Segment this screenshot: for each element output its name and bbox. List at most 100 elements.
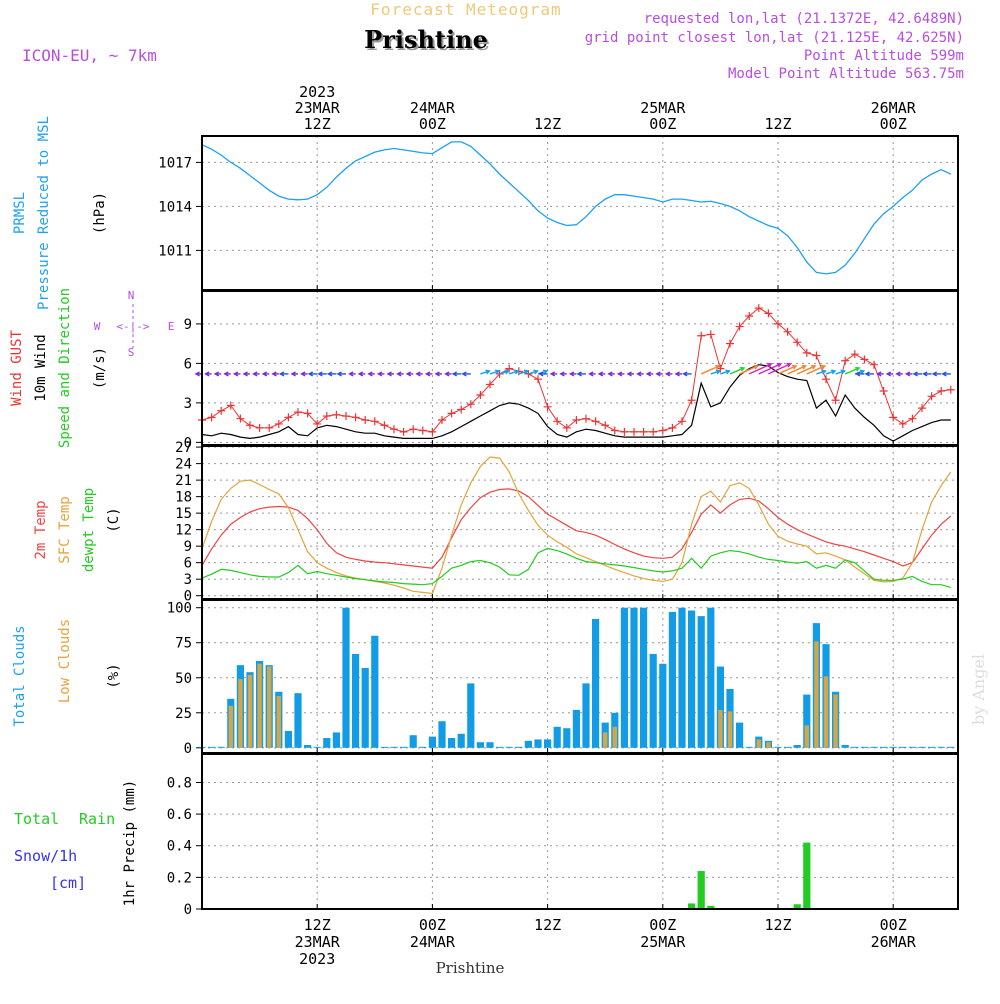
wind-arrow (816, 369, 827, 375)
gust-marker (658, 426, 667, 435)
wind-arrow (278, 371, 289, 377)
pressure-line (201, 141, 952, 275)
gust-marker (668, 423, 677, 432)
model-label: ICON-EU, ~ 7km (22, 46, 157, 65)
wind-arrow-shaft (499, 370, 509, 375)
wind-arrow-head (885, 371, 892, 377)
gust-marker (505, 364, 514, 373)
wind-arrow-shaft (816, 370, 826, 375)
total-cloud-bar (294, 693, 302, 748)
gust-marker (706, 330, 715, 339)
ytick-label: 6 (184, 356, 192, 372)
bottom-time-label: 24MAR (410, 933, 456, 951)
wind-arrow-head (386, 371, 392, 377)
wind-arrow-head (840, 369, 846, 375)
wind-arrow (864, 371, 874, 377)
total-cloud-bar (582, 683, 590, 748)
total-cloud-bar (342, 607, 350, 748)
total-cloud-bar (476, 742, 484, 748)
wind-arrow (885, 371, 894, 377)
total-cloud-bar (352, 653, 360, 748)
total-cloud-bar (544, 739, 552, 748)
total-cloud-bar (505, 746, 513, 748)
gust-marker (591, 417, 600, 426)
gust-marker (610, 426, 619, 435)
gust-marker (322, 412, 331, 421)
gust-marker (764, 309, 773, 318)
wind-gust-line (201, 307, 951, 433)
low-cloud-bar (823, 676, 829, 748)
wind-arrow-head (864, 371, 870, 377)
wind-arrow (489, 369, 501, 375)
ytick-label: 0 (184, 902, 192, 918)
rain-bar (707, 905, 715, 909)
ytick-label: 3 (184, 572, 192, 588)
total-cloud-bar (716, 666, 724, 748)
wind-arrow (941, 371, 951, 377)
gust-marker (438, 415, 446, 424)
bottom-time-label: 12Z (764, 916, 791, 934)
precip-label-rain: Rain (79, 810, 115, 828)
wind-arrow-head (415, 371, 421, 377)
wind-arrow (682, 371, 692, 377)
top-time-label: 25MAR (640, 99, 686, 117)
wind-arrow-head (854, 371, 861, 377)
wind-arrow (290, 371, 298, 377)
wind-arrow-head (895, 371, 901, 377)
wind-arrow-shaft (806, 365, 826, 375)
wind-arrow (739, 364, 759, 375)
total-cloud-bar (371, 635, 379, 748)
bottom-time-label: 2023 (299, 950, 335, 968)
gust-marker (630, 427, 638, 436)
gust-marker (543, 402, 552, 411)
top-time-label: 00Z (880, 115, 907, 133)
ytick-label: 50 (175, 671, 192, 687)
precip-label-total: Total (14, 810, 59, 828)
wind-arrow-head (682, 371, 688, 377)
total-cloud-bar (467, 683, 475, 748)
gust-marker (687, 396, 696, 405)
low-cloud-bar (267, 666, 272, 748)
wind-arrow-head (931, 371, 938, 377)
total-cloud-bar (419, 746, 427, 748)
gust-marker (918, 404, 926, 413)
gust-marker (562, 423, 571, 432)
gust-marker (399, 427, 408, 436)
top-time-label: 00Z (419, 115, 446, 133)
wind-arrow-head (597, 371, 604, 377)
gust-marker (879, 387, 888, 396)
total-cloud-bar (486, 742, 494, 748)
low-cloud-bar (612, 726, 617, 748)
gust-marker (265, 423, 274, 432)
total-cloud-bar (880, 746, 888, 748)
wind-arrow-head (636, 371, 642, 377)
wind-arrow (367, 371, 375, 377)
compass-e: E (168, 320, 175, 333)
total-cloud-bar (563, 728, 571, 748)
wind-10m-line (201, 364, 951, 442)
wind-arrow-shaft (700, 365, 720, 375)
wind-arrow (326, 371, 337, 377)
panel-frame (201, 135, 959, 291)
grid-pressure: 1011 1014 1017 (158, 136, 958, 290)
pressure-label-prmsl: PRMSL (12, 192, 28, 234)
gust-marker (745, 312, 754, 321)
gust-marker (860, 355, 869, 364)
gust-marker (428, 427, 437, 436)
wind-arrow (499, 369, 510, 375)
gust-marker (649, 427, 658, 436)
wind-arrow-head (317, 371, 323, 377)
low-cloud-bar (257, 663, 262, 748)
wind-arrow (559, 371, 567, 377)
wind-arrow (538, 371, 548, 377)
wind-arrow-head (674, 371, 680, 377)
clouds-label-total: Total Clouds (12, 625, 28, 726)
wind-arrow (825, 369, 837, 375)
wind-arrow-shaft (844, 367, 860, 375)
wind-arrow-head (242, 371, 248, 377)
wind-arrow-head (568, 371, 575, 377)
wind-arrow (396, 371, 404, 377)
total-cloud-bar (323, 738, 331, 748)
gust-marker (226, 401, 235, 410)
rain-bar (697, 871, 705, 909)
